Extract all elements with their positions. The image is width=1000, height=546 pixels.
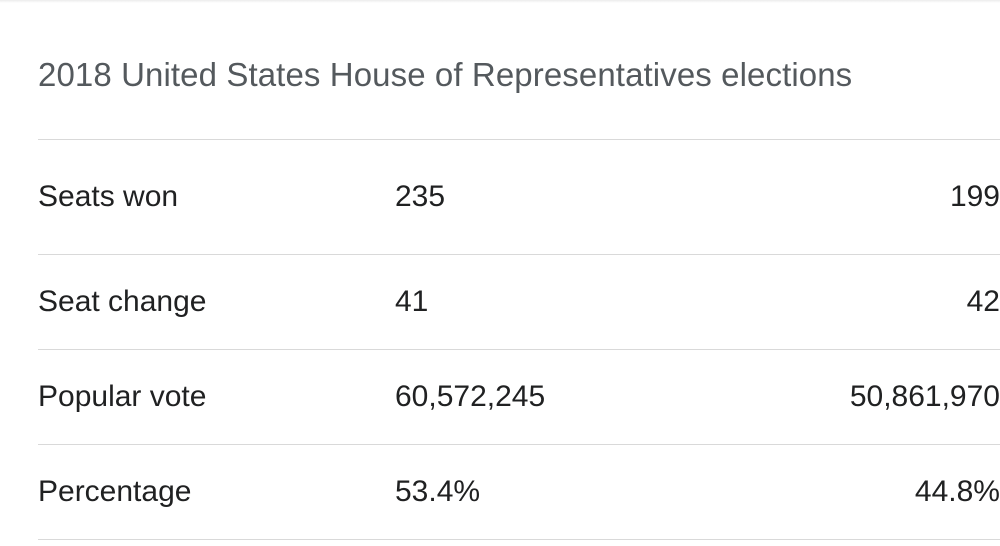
table-row-seats-won: Seats won 235 199 <box>38 140 1000 255</box>
second-party-value: 42 <box>966 285 1000 318</box>
first-party-value: 41 <box>395 285 429 318</box>
row-label: Percentage <box>38 475 192 508</box>
infobox-title: 2018 United States House of Representati… <box>38 56 853 93</box>
divider <box>38 139 1000 140</box>
table-row-popular-vote: Popular vote 60,572,245 50,861,970 <box>38 350 1000 445</box>
row-label: Popular vote <box>38 380 207 413</box>
top-edge-shadow <box>0 0 1000 3</box>
first-party-value: 235 <box>395 180 446 213</box>
row-label: Seat change <box>38 285 207 318</box>
second-party-value: 44.8% <box>914 475 1000 508</box>
second-party-value: 50,861,970 <box>849 380 1000 413</box>
row-label: Seats won <box>38 180 179 213</box>
table-row-percentage: Percentage 53.4% 44.8% <box>38 445 1000 540</box>
first-party-value: 53.4% <box>395 475 481 508</box>
election-infobox: 2018 United States House of Representati… <box>38 0 1000 546</box>
results-table: Seats won 235 199 Seat change 41 42 Popu… <box>38 140 1000 540</box>
table-row-seat-change: Seat change 41 42 <box>38 255 1000 350</box>
first-party-value: 60,572,245 <box>395 380 546 413</box>
second-party-value: 199 <box>949 180 1000 213</box>
